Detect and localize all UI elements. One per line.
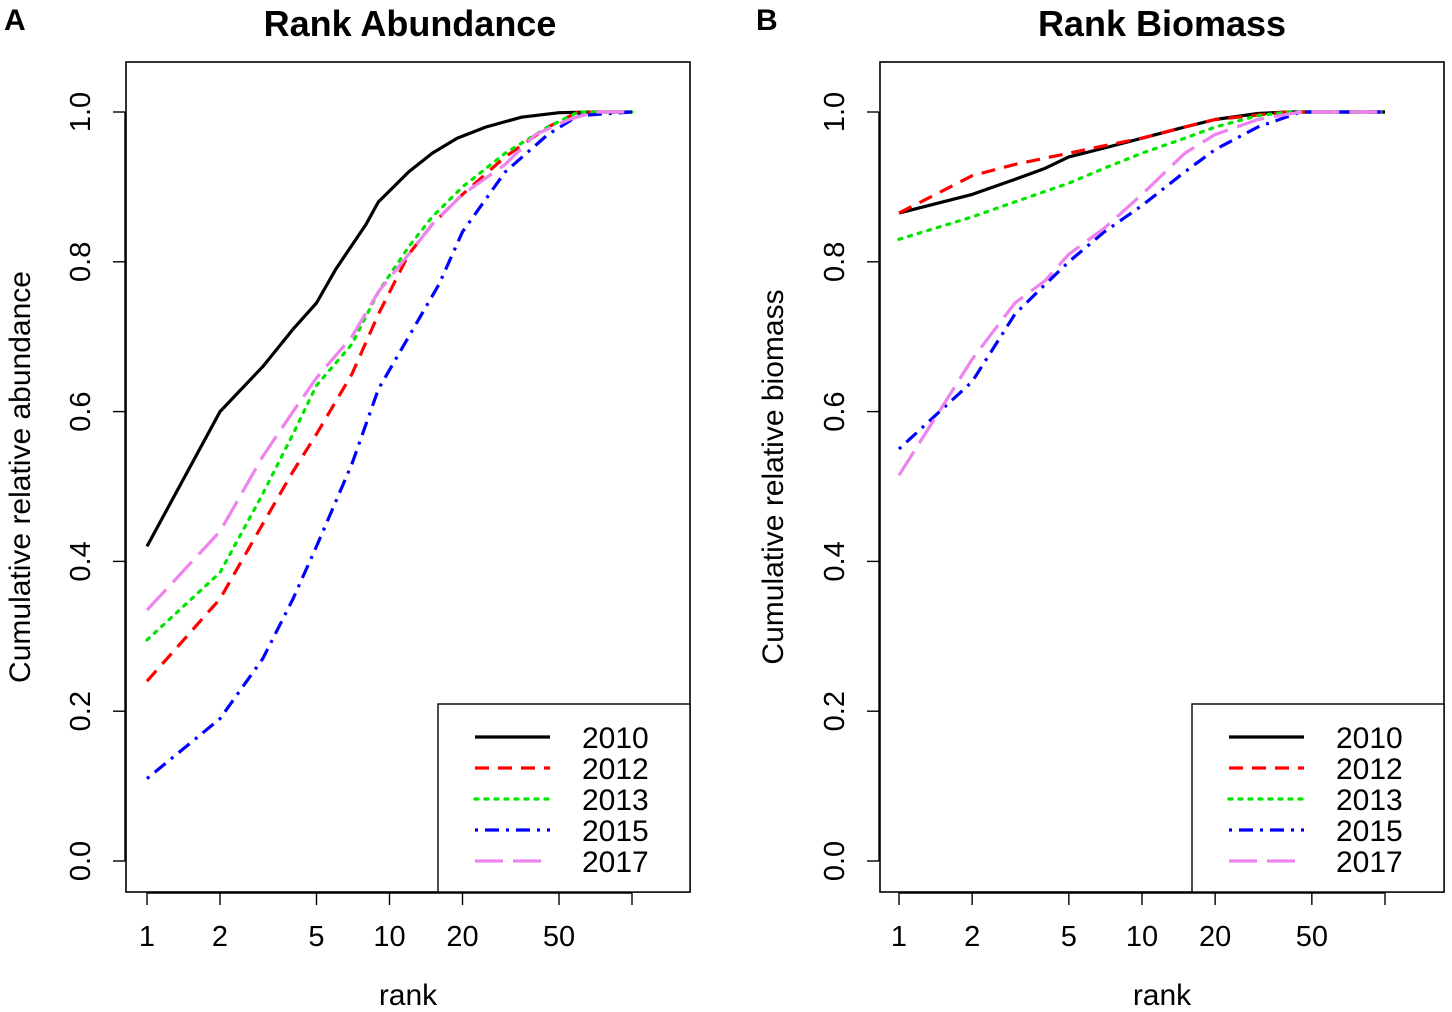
x-tick-label: 1 [139, 921, 155, 953]
x-tick-label: 50 [543, 921, 575, 953]
legend-label: 2017 [1336, 846, 1403, 879]
series-line-2015 [145, 110, 633, 780]
panel-letter: A [4, 4, 26, 37]
x-tick-label: 5 [308, 921, 324, 953]
series-line-2015 [897, 110, 1385, 451]
series-group [897, 110, 1387, 477]
x-tick-label: 1 [891, 921, 907, 953]
chart-title: Rank Abundance [264, 3, 557, 44]
x-tick-label: 10 [1126, 921, 1158, 953]
y-tick-label: 0.8 [819, 242, 851, 282]
series-line-2012 [898, 110, 1385, 215]
series-line-2010 [145, 110, 632, 548]
legend-label: 2015 [582, 815, 649, 848]
y-tick-label: 0.6 [819, 391, 851, 431]
legend-label: 2013 [1336, 784, 1403, 817]
series-line-2010 [898, 110, 1385, 215]
series-line-2017 [145, 110, 632, 612]
x-tick-label: 50 [1296, 921, 1328, 953]
x-tick-label: 2 [212, 921, 228, 953]
series-line-2012 [145, 110, 632, 683]
y-tick-label: 0.2 [819, 691, 851, 731]
x-tick-label: 2 [964, 921, 980, 953]
y-axis-label: Cumulative relative abundance [4, 271, 37, 683]
legend-label: 2010 [1336, 722, 1403, 755]
plot-frame [879, 61, 1445, 893]
x-tick-label: 5 [1061, 921, 1077, 953]
y-tick-label: 1.0 [65, 92, 97, 132]
x-tick-label: 20 [446, 921, 478, 953]
panel-b: B Rank Biomass 1 2 5 10 20 50 0.0 0.2 0.4 0.6 0.8 1.0… [756, 3, 1445, 1012]
y-axis-label: Cumulative relative biomass [757, 289, 790, 664]
x-tick-label: 10 [373, 921, 405, 953]
legend-label: 2012 [582, 753, 649, 786]
y-tick-label: 0.4 [65, 541, 97, 581]
legend-label: 2010 [582, 722, 649, 755]
series-line-2013 [897, 110, 1387, 241]
series-group [145, 110, 634, 780]
legend-label: 2015 [1336, 815, 1403, 848]
x-axis-label: rank [379, 979, 438, 1012]
series-line-2017 [897, 110, 1385, 477]
legend-label: 2017 [582, 846, 649, 879]
y-tick-label: 0.8 [65, 242, 97, 282]
panel-letter: B [756, 4, 778, 37]
y-tick-label: 0.0 [65, 841, 97, 881]
legend-label: 2012 [1336, 753, 1403, 786]
plot-frame [125, 61, 691, 893]
panel-a: A Rank Abundance 1 2 5 10 20 50 0.0 0.2 0.4 0.6 0.8 1… [4, 3, 691, 1012]
y-tick-label: 0.4 [819, 541, 851, 581]
y-tick-label: 1.0 [819, 92, 851, 132]
y-tick-label: 0.6 [65, 391, 97, 431]
legend-label: 2013 [582, 784, 649, 817]
chart-title: Rank Biomass [1038, 3, 1286, 44]
y-tick-label: 0.0 [819, 841, 851, 881]
x-axis-label: rank [1133, 979, 1192, 1012]
x-tick-label: 20 [1199, 921, 1231, 953]
y-tick-label: 0.2 [65, 691, 97, 731]
legend-box [1191, 703, 1445, 893]
